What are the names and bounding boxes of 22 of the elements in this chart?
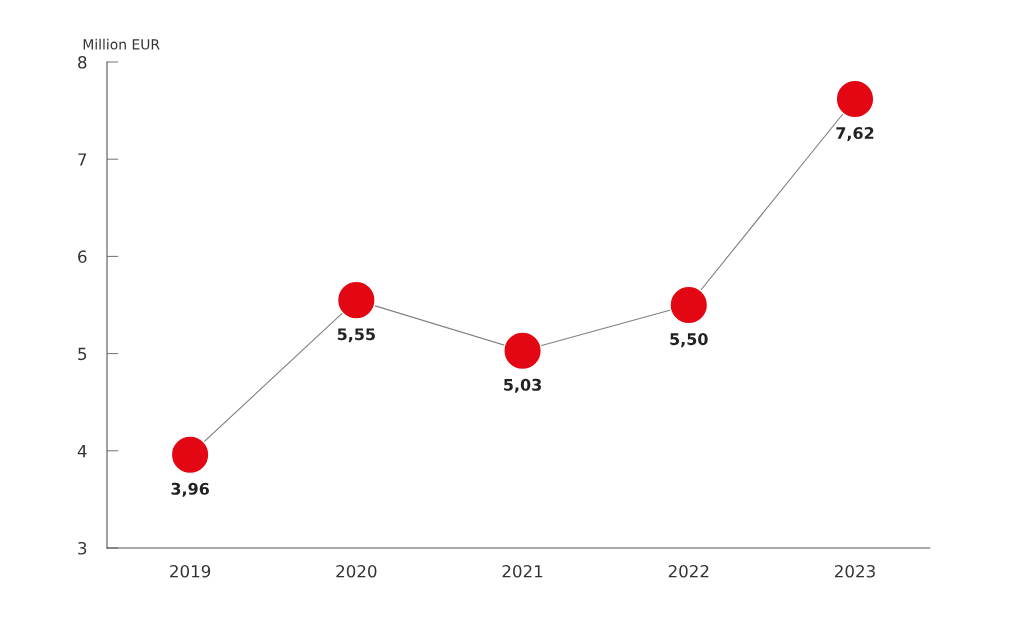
point [503,331,543,371]
x-tick-label: 2019 [170,564,211,578]
y-tick-label: 5 [78,347,87,361]
x-tick-label: 2020 [336,564,377,578]
data-label: 5,55 [337,328,375,343]
data-label: 5,50 [670,333,708,348]
x-tick-label: 2021 [502,564,543,578]
y-tick-label: 8 [78,55,87,69]
x-tick-label: 2023 [835,564,875,578]
point [669,285,709,325]
point [336,280,376,320]
data-label: 7,62 [836,127,874,142]
data-label: 3,96 [171,482,209,497]
y-tick-label: 4 [77,444,87,458]
x-tick-label: 2022 [668,564,709,578]
y-tick-label: 3 [78,541,87,555]
point [170,435,210,475]
y-tick-label: 7 [78,153,87,166]
y-axis-title: Million EUR [83,38,160,50]
point [835,79,875,119]
y-tick-label: 6 [78,250,87,263]
data-label: 5,03 [504,378,541,393]
